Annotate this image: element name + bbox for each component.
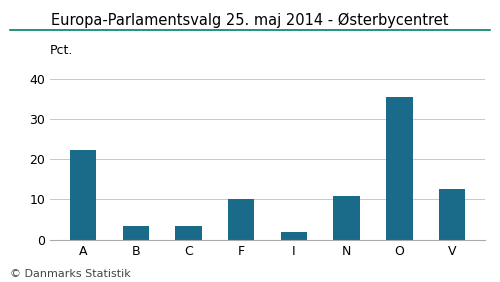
Bar — [228, 199, 254, 240]
Text: Europa-Parlamentsvalg 25. maj 2014 - Østerbycentret: Europa-Parlamentsvalg 25. maj 2014 - Øst… — [52, 13, 449, 28]
Bar — [334, 196, 360, 240]
Text: Pct.: Pct. — [50, 44, 74, 57]
Bar — [386, 97, 412, 240]
Bar — [175, 226, 202, 240]
Bar — [280, 232, 307, 240]
Bar — [70, 150, 96, 240]
Text: © Danmarks Statistik: © Danmarks Statistik — [10, 269, 131, 279]
Bar — [439, 189, 465, 240]
Bar — [122, 226, 149, 240]
